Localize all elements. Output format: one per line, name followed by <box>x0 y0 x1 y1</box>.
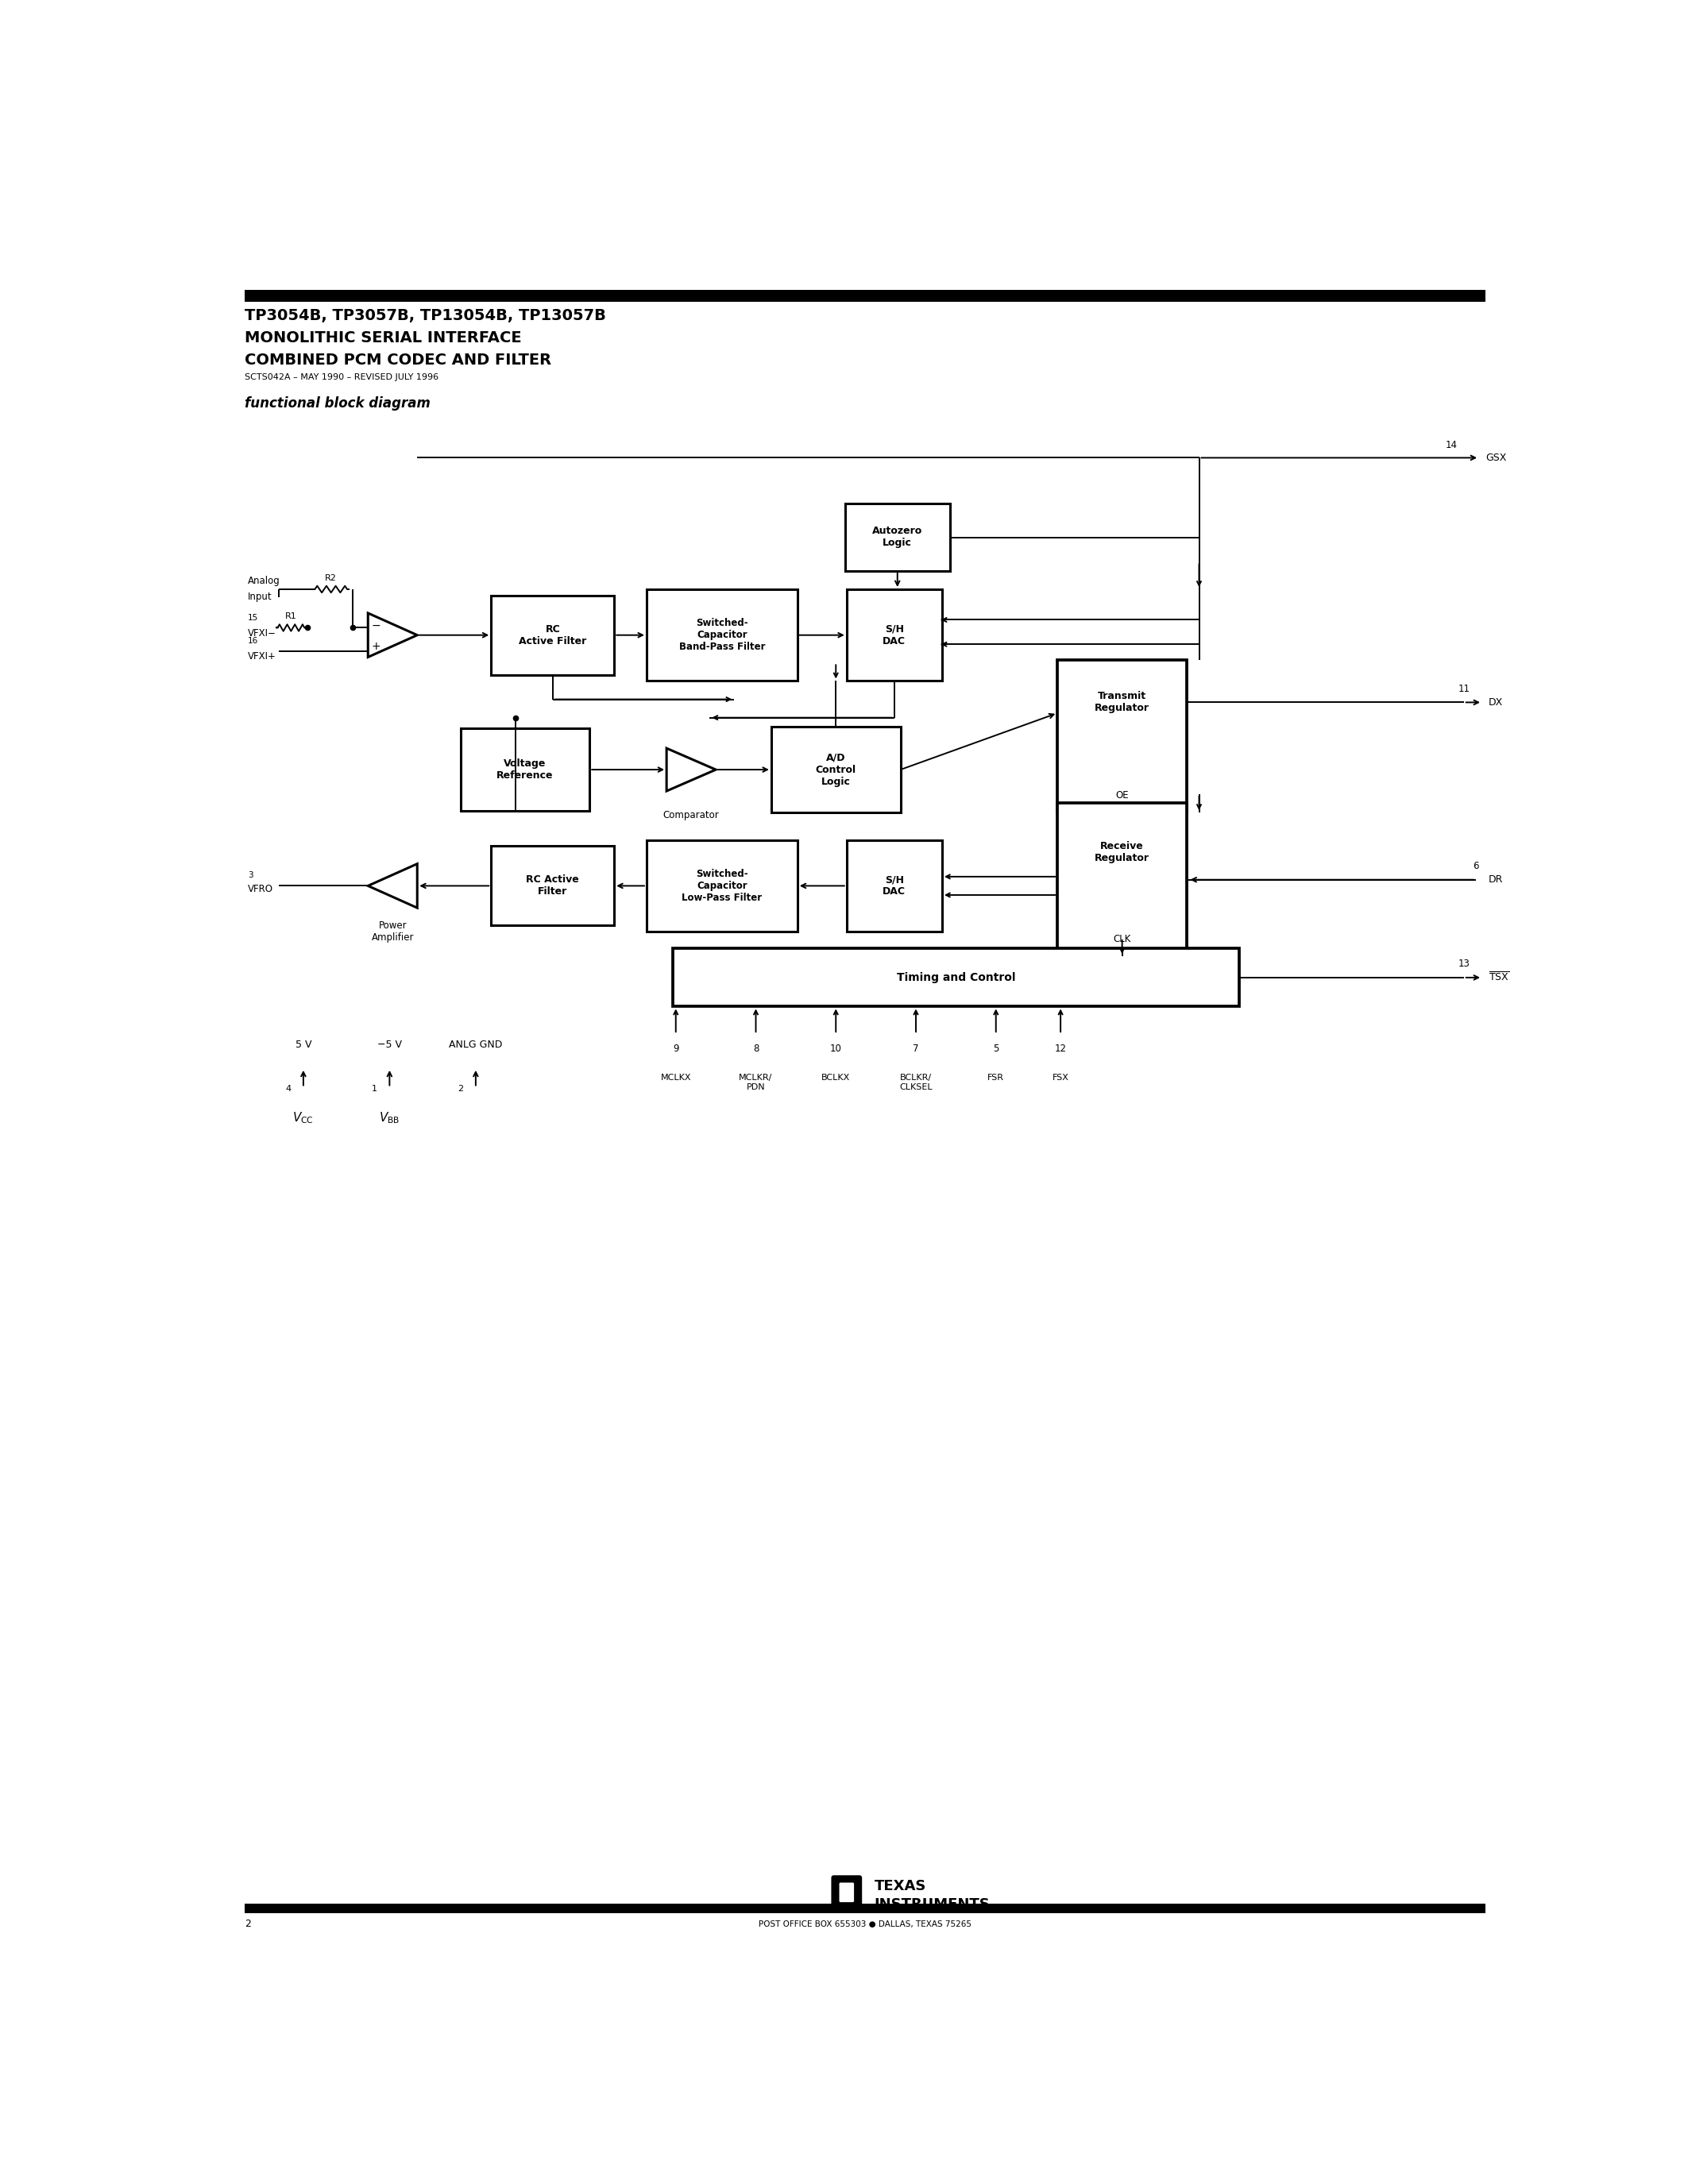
Text: Switched-
Capacitor
Low-Pass Filter: Switched- Capacitor Low-Pass Filter <box>682 869 763 902</box>
Text: VFRO: VFRO <box>248 885 273 893</box>
Text: −5 V: −5 V <box>376 1040 402 1051</box>
Text: 6: 6 <box>1474 860 1479 871</box>
Text: MCLKX: MCLKX <box>660 1075 690 1081</box>
Text: POST OFFICE BOX 655303 ● DALLAS, TEXAS 75265: POST OFFICE BOX 655303 ● DALLAS, TEXAS 7… <box>758 1920 972 1928</box>
Text: 10: 10 <box>830 1044 842 1053</box>
Text: R1: R1 <box>285 612 297 620</box>
Text: RC
Active Filter: RC Active Filter <box>518 625 586 646</box>
Bar <box>846 505 950 570</box>
Text: R2: R2 <box>326 574 338 583</box>
Text: BCLKR/
CLKSEL: BCLKR/ CLKSEL <box>900 1075 932 1092</box>
Text: A/D
Control
Logic: A/D Control Logic <box>815 753 856 786</box>
Text: S/H
DAC: S/H DAC <box>883 625 906 646</box>
Text: 2: 2 <box>245 1920 252 1928</box>
Text: Timing and Control: Timing and Control <box>896 972 1014 983</box>
Bar <box>647 841 797 933</box>
Bar <box>491 845 614 926</box>
Text: S/H
DAC: S/H DAC <box>883 876 906 898</box>
Bar <box>674 948 1239 1007</box>
FancyBboxPatch shape <box>839 1883 854 1902</box>
Text: 2: 2 <box>457 1085 464 1092</box>
Text: Comparator: Comparator <box>663 810 719 821</box>
Text: 5: 5 <box>993 1044 999 1053</box>
Bar <box>647 590 797 681</box>
Text: DR: DR <box>1489 874 1502 885</box>
Text: $V_{\rm CC}$: $V_{\rm CC}$ <box>292 1112 314 1125</box>
Text: COMBINED PCM CODEC AND FILTER: COMBINED PCM CODEC AND FILTER <box>245 352 552 367</box>
Text: Switched-
Capacitor
Band-Pass Filter: Switched- Capacitor Band-Pass Filter <box>679 618 765 653</box>
Text: CLK: CLK <box>1114 935 1131 943</box>
Bar <box>1057 804 1187 957</box>
Bar <box>491 596 614 675</box>
Text: 7: 7 <box>913 1044 918 1053</box>
Text: +: + <box>371 640 380 651</box>
Text: FSR: FSR <box>987 1075 1004 1081</box>
Text: 8: 8 <box>753 1044 760 1053</box>
Text: 1: 1 <box>371 1085 376 1092</box>
Text: VFXI−: VFXI− <box>248 629 277 638</box>
Text: 15: 15 <box>248 614 258 622</box>
Text: 12: 12 <box>1055 1044 1067 1053</box>
Text: 5 V: 5 V <box>295 1040 312 1051</box>
Text: $\overline{\rm TSX}$: $\overline{\rm TSX}$ <box>1489 972 1509 983</box>
Text: Autozero
Logic: Autozero Logic <box>873 526 923 548</box>
Text: INSTRUMENTS: INSTRUMENTS <box>874 1898 991 1911</box>
Text: 11: 11 <box>1458 684 1470 695</box>
Text: MONOLITHIC SERIAL INTERFACE: MONOLITHIC SERIAL INTERFACE <box>245 330 522 345</box>
Text: Analog: Analog <box>248 577 280 587</box>
Bar <box>771 727 900 812</box>
Text: 9: 9 <box>674 1044 679 1053</box>
Text: 16: 16 <box>248 638 258 644</box>
Bar <box>847 590 942 681</box>
Text: Receive
Regulator: Receive Regulator <box>1096 841 1150 863</box>
Bar <box>245 290 1485 301</box>
Text: ANLG GND: ANLG GND <box>449 1040 503 1051</box>
Text: FSX: FSX <box>1052 1075 1069 1081</box>
Text: OE: OE <box>1116 791 1129 802</box>
Text: Voltage
Reference: Voltage Reference <box>496 758 554 780</box>
Text: Power
Amplifier: Power Amplifier <box>371 922 414 943</box>
Bar <box>847 841 942 933</box>
Text: Input: Input <box>248 592 272 603</box>
Text: −: − <box>371 620 380 631</box>
FancyBboxPatch shape <box>830 1876 863 1911</box>
Text: DX: DX <box>1489 697 1502 708</box>
Text: RC Active
Filter: RC Active Filter <box>527 876 579 898</box>
Text: 4: 4 <box>285 1085 290 1092</box>
Text: 14: 14 <box>1445 441 1457 450</box>
Text: 3: 3 <box>248 871 253 878</box>
Text: TP3054B, TP3057B, TP13054B, TP13057B: TP3054B, TP3057B, TP13054B, TP13057B <box>245 308 606 323</box>
Text: GSX: GSX <box>1485 452 1506 463</box>
Text: Transmit
Regulator: Transmit Regulator <box>1096 692 1150 714</box>
Text: SCTS042A – MAY 1990 – REVISED JULY 1996: SCTS042A – MAY 1990 – REVISED JULY 1996 <box>245 373 439 382</box>
Text: VFXI+: VFXI+ <box>248 651 277 662</box>
Text: 13: 13 <box>1458 959 1470 970</box>
Bar <box>245 1904 1485 1913</box>
Text: functional block diagram: functional block diagram <box>245 397 430 411</box>
Text: $V_{\rm BB}$: $V_{\rm BB}$ <box>380 1112 400 1125</box>
Text: BCLKX: BCLKX <box>822 1075 851 1081</box>
Text: MCLKR/
PDN: MCLKR/ PDN <box>739 1075 773 1092</box>
Bar <box>461 729 589 810</box>
Text: TEXAS: TEXAS <box>874 1878 927 1894</box>
Bar <box>1057 660 1187 812</box>
